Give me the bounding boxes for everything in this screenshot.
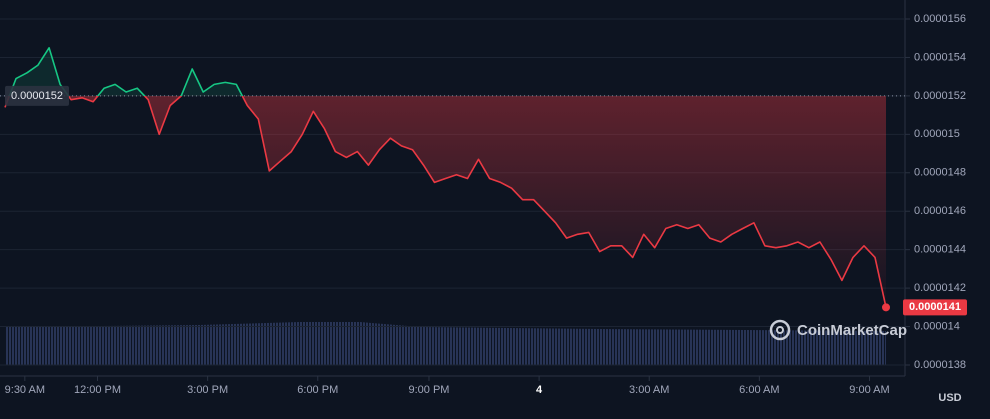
price-tag xyxy=(903,299,967,316)
area-below xyxy=(5,95,886,308)
x-tick-label: 4 xyxy=(536,384,543,396)
y-tick-label: 0.0000146 xyxy=(914,205,966,217)
x-tick-label: 6:00 PM xyxy=(297,384,338,396)
x-tick-label: 9:00 AM xyxy=(849,384,889,396)
baseline-tag-label: 0.0000152 xyxy=(11,90,63,102)
x-tick-label: 12:00 PM xyxy=(74,384,121,396)
last-point xyxy=(882,303,890,312)
baseline-tag xyxy=(5,85,69,106)
price-tag-label: 0.0000141 xyxy=(909,301,961,313)
y-tick-label: 0.0000138 xyxy=(914,359,966,371)
watermark-logo xyxy=(769,319,791,341)
y-tick-label: 0.0000154 xyxy=(914,51,966,63)
plot: 0.0000138 0.000014 0.0000142 0.0000144 0.000… xyxy=(0,13,967,396)
x-tick-label: 9:30 AM xyxy=(5,384,45,396)
x-tick-label: 3:00 AM xyxy=(629,384,669,396)
watermark: CoinMarketCap xyxy=(797,322,907,339)
currency-label: USD xyxy=(938,392,961,404)
price-line xyxy=(4,47,887,308)
x-tick-label: 9:00 PM xyxy=(408,384,449,396)
y-tick-label: 0.0000152 xyxy=(914,90,966,102)
y-tick-label: 0.0000156 xyxy=(914,13,966,25)
x-tick-label: 6:00 AM xyxy=(739,384,779,396)
y-tick-label: 0.000015 xyxy=(914,128,960,140)
volume-bars xyxy=(5,322,886,365)
y-tick-label: 0.000014 xyxy=(914,320,960,332)
y-tick-label: 0.0000144 xyxy=(914,244,966,256)
x-tick-label: 3:00 PM xyxy=(187,384,228,396)
y-tick-label: 0.0000148 xyxy=(914,167,966,179)
y-tick-label: 0.0000142 xyxy=(914,282,966,294)
